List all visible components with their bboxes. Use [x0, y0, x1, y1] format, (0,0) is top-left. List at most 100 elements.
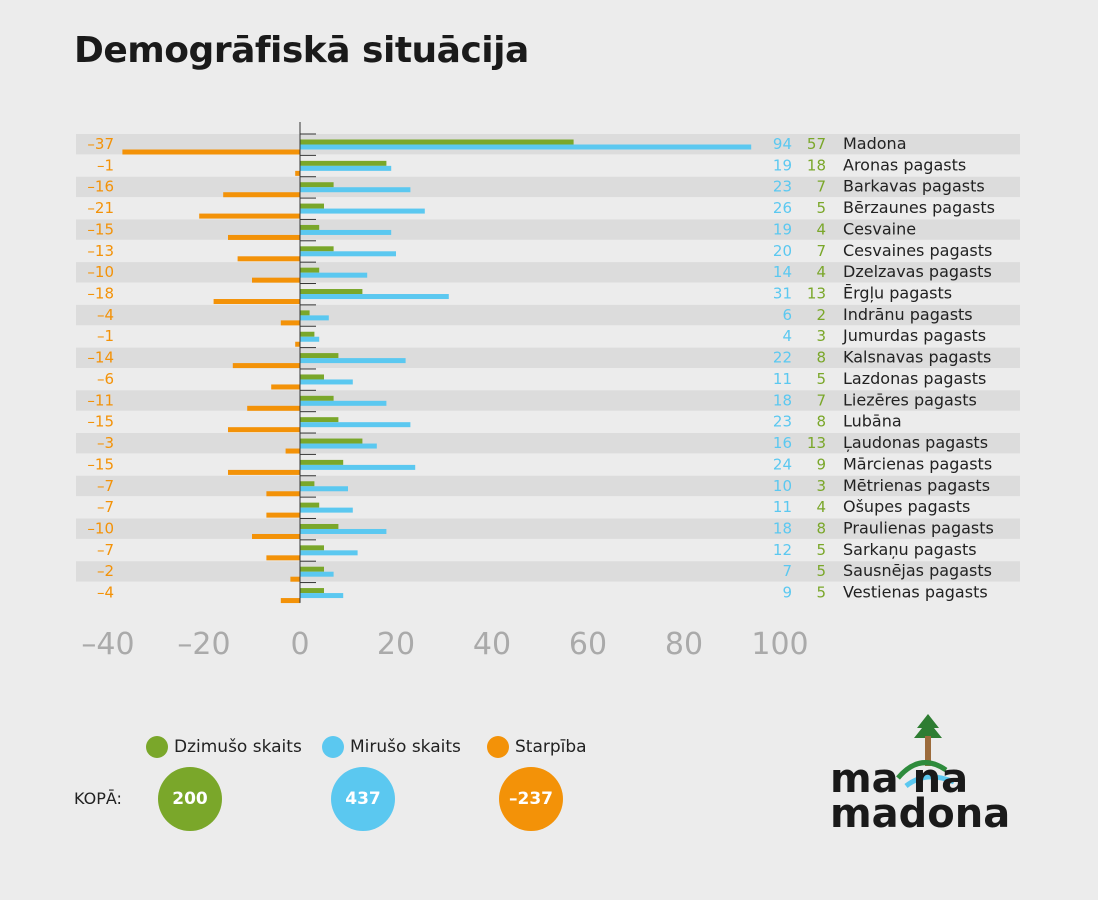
- label-births: 4: [816, 498, 826, 516]
- wave-icon: [904, 774, 955, 789]
- bar-births: [300, 224, 320, 230]
- label-deaths: 7: [782, 562, 792, 580]
- bar-births: [300, 566, 324, 572]
- category-label: Ošupes pagasts: [843, 497, 970, 516]
- label-births: 5: [816, 370, 826, 388]
- bar-deaths: [300, 251, 396, 257]
- category-label: Barkavas pagasts: [843, 177, 985, 196]
- bar-births: [300, 203, 324, 209]
- bar-diff: [295, 341, 300, 347]
- label-diff: –4: [97, 584, 114, 602]
- bar-deaths: [300, 165, 392, 171]
- label-births: 5: [816, 541, 826, 559]
- label-deaths: 6: [782, 306, 792, 324]
- label-deaths: 23: [773, 178, 792, 196]
- label-births: 8: [816, 413, 826, 431]
- legend-swatch-deaths: [322, 736, 344, 758]
- category-label: Lazdonas pagasts: [843, 369, 986, 388]
- bar-diff: [252, 277, 300, 283]
- label-births: 5: [816, 584, 826, 602]
- x-tick-label: –20: [177, 627, 230, 662]
- bar-births: [300, 139, 574, 145]
- label-deaths: 9: [782, 584, 792, 602]
- category-label: Lubāna: [843, 412, 902, 431]
- bar-births: [300, 331, 315, 337]
- label-deaths: 19: [773, 220, 792, 238]
- label-deaths: 11: [773, 498, 792, 516]
- bar-diff: [228, 427, 300, 433]
- bar-deaths: [300, 593, 344, 599]
- label-births: 7: [816, 391, 826, 409]
- legend-label-births: Dzimušo skaits: [174, 737, 302, 757]
- label-diff: –10: [87, 263, 114, 281]
- label-diff: –14: [87, 349, 114, 367]
- label-diff: –16: [87, 178, 114, 196]
- bar-births: [300, 246, 334, 252]
- bar-deaths: [300, 229, 392, 235]
- category-label: Ļaudonas pagasts: [843, 433, 988, 452]
- bar-deaths: [300, 187, 411, 193]
- legend-item-births: Dzimušo skaits: [146, 735, 302, 759]
- label-births: 9: [816, 455, 826, 473]
- totals-label: KOPĀ:: [74, 789, 122, 808]
- label-deaths: 10: [773, 477, 792, 495]
- label-diff: –10: [87, 519, 114, 537]
- bar-diff: [266, 555, 300, 561]
- label-births: 5: [816, 199, 826, 217]
- bar-deaths: [300, 379, 353, 385]
- label-diff: –7: [97, 477, 114, 495]
- label-deaths: 12: [773, 541, 792, 559]
- bar-diff: [295, 170, 300, 176]
- label-births: 4: [816, 220, 826, 238]
- bar-deaths: [300, 208, 425, 214]
- logo-line1: ma na: [830, 756, 968, 802]
- category-label: Liezēres pagasts: [843, 390, 977, 409]
- logo-line2: madona: [830, 791, 1010, 835]
- label-deaths: 19: [773, 156, 792, 174]
- bar-diff: [237, 256, 300, 262]
- label-births: 2: [816, 306, 826, 324]
- bar-births: [300, 374, 324, 380]
- bar-births: [300, 459, 344, 465]
- bar-births: [300, 502, 320, 508]
- bar-births: [300, 523, 339, 529]
- legend-item-diff: Starpība: [487, 735, 587, 759]
- category-label: Kalsnavas pagasts: [843, 348, 991, 367]
- category-label: Aronas pagasts: [843, 155, 966, 174]
- label-diff: –6: [97, 370, 114, 388]
- x-tick-label: 0: [290, 627, 309, 662]
- label-deaths: 18: [773, 519, 792, 537]
- bar-births: [300, 395, 334, 401]
- category-label: Mētrienas pagasts: [843, 476, 990, 495]
- label-diff: –15: [87, 413, 114, 431]
- label-births: 8: [816, 349, 826, 367]
- label-births: 8: [816, 519, 826, 537]
- bar-births: [300, 310, 310, 316]
- category-label: Praulienas pagasts: [843, 518, 994, 537]
- label-diff: –18: [87, 285, 114, 303]
- hill-icon: [896, 760, 948, 780]
- legend-label-deaths: Mirušo skaits: [350, 737, 461, 757]
- label-diff: –37: [87, 135, 114, 153]
- bar-diff: [122, 149, 301, 155]
- label-diff: –13: [87, 242, 114, 260]
- label-deaths: 23: [773, 413, 792, 431]
- bar-diff: [223, 192, 300, 198]
- category-label: Madona: [843, 134, 907, 153]
- label-births: 5: [816, 562, 826, 580]
- bar-deaths: [300, 272, 368, 278]
- bar-deaths: [300, 400, 387, 406]
- total-deaths-badge: 437: [331, 767, 395, 831]
- label-deaths: 18: [773, 391, 792, 409]
- bar-deaths: [300, 443, 377, 449]
- madona-logo: ma na madona: [830, 714, 1010, 835]
- bar-deaths: [300, 144, 752, 150]
- bar-births: [300, 267, 320, 273]
- category-label: Dzelzavas pagasts: [843, 262, 992, 281]
- bar-deaths: [300, 422, 411, 428]
- category-label: Cesvaine: [843, 219, 916, 238]
- x-tick-label: 60: [569, 627, 607, 662]
- bar-deaths: [300, 315, 329, 321]
- label-diff: –7: [97, 498, 114, 516]
- bar-deaths: [300, 358, 406, 364]
